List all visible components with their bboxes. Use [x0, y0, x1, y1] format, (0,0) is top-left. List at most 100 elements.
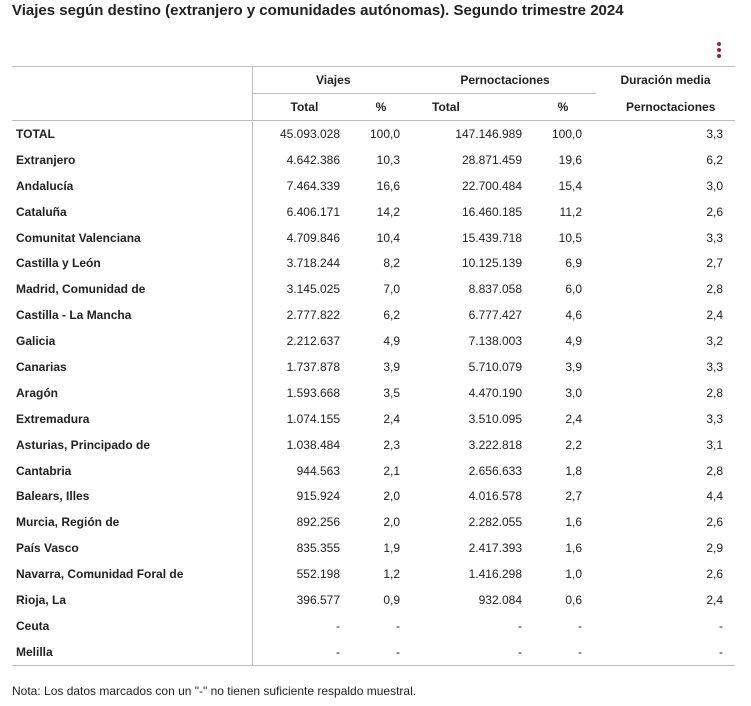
cell-pern-pct: 1,8	[565, 463, 583, 478]
cell-duracion: 2,4	[706, 308, 724, 323]
cell-pern-pct: 1,0	[565, 567, 583, 582]
row-label: Extremadura	[12, 405, 253, 432]
cell-pern-total: 3.510.095	[468, 411, 523, 426]
cell-pern-pct: 6,9	[565, 256, 583, 271]
cell-viajes-total: 4.709.846	[286, 230, 340, 245]
table-row: Aragón 1.593.668 3,5 4.470.190 3,0 2,8	[12, 379, 735, 406]
cell-pern-pct: 3,9	[565, 359, 583, 374]
cell-viajes-total: 892.256	[296, 515, 340, 530]
cell-pern-total: 22.700.484	[461, 178, 523, 193]
cell-pern-total: 4.470.190	[468, 385, 523, 400]
sub-header-pern-pct: %	[530, 93, 597, 121]
row-label: TOTAL	[12, 120, 253, 147]
cell-pern-pct: 2,4	[565, 411, 583, 426]
cell-viajes-pct: 1,9	[383, 541, 401, 556]
footnote: Nota: Los datos marcados con un "-" no t…	[12, 684, 417, 698]
row-label: Castilla - La Mancha	[12, 302, 253, 329]
cell-pern-pct: 2,7	[565, 489, 583, 504]
cell-pern-total: 2.282.055	[468, 515, 523, 530]
cell-pern-pct: 4,6	[565, 308, 583, 323]
row-label: Aragón	[12, 379, 253, 406]
cell-duracion: 3,3	[706, 230, 724, 245]
cell-viajes-total: -	[336, 618, 340, 633]
cell-pern-pct: -	[578, 618, 583, 633]
cell-viajes-pct: 100,0	[369, 126, 401, 141]
cell-viajes-pct: 2,3	[383, 437, 401, 452]
cell-viajes-total: 2.777.822	[286, 308, 340, 323]
row-label: Madrid, Comunidad de	[12, 276, 253, 303]
cell-viajes-pct: 2,4	[383, 411, 401, 426]
cell-pern-total: -	[518, 618, 523, 633]
cell-pern-pct: 11,2	[559, 204, 583, 219]
cell-viajes-pct: 7,0	[383, 282, 401, 297]
cell-duracion: 2,6	[706, 204, 724, 219]
table-row: Castilla - La Mancha 2.777.822 6,2 6.777.42…	[12, 302, 735, 329]
cell-pern-total: 16.460.185	[461, 204, 523, 219]
row-label: Galicia	[12, 328, 253, 355]
cell-pern-pct: 10,5	[558, 230, 583, 245]
cell-viajes-pct: -	[396, 618, 401, 633]
cell-pern-pct: 6,0	[565, 282, 583, 297]
cell-duracion: 3,2	[706, 334, 724, 349]
cell-pern-total: 10.125.139	[461, 256, 523, 271]
cell-pern-total: -	[414, 638, 531, 666]
cell-viajes-pct: 6,2	[383, 308, 401, 323]
cell-duracion: 3,3	[706, 411, 724, 426]
sub-header-dur-pernoctaciones: Pernoctaciones	[596, 93, 736, 121]
cell-pern-pct: 15,4	[558, 178, 583, 193]
table-row: Madrid, Comunidad de 3.145.025 7,0 8.837.05…	[12, 276, 735, 303]
cell-pern-total: 28.871.459	[461, 152, 523, 167]
row-label: Comunitat Valenciana	[12, 224, 253, 251]
cell-viajes-pct: 10,3	[376, 152, 401, 167]
cell-viajes-total: 396.577	[296, 592, 340, 607]
table-row: Balears, Illes 915.924 2,0 4.016.578 2,7 4,4	[12, 483, 735, 510]
cell-pern-pct: 1,6	[565, 541, 583, 556]
row-label: Balears, Illes	[12, 483, 253, 510]
row-label: Rioja, La	[12, 587, 253, 613]
sub-header-empty-cell	[12, 93, 253, 121]
cell-viajes-total: 2.212.637	[286, 334, 340, 349]
cell-viajes-total: 7.464.339	[286, 178, 340, 193]
cell-viajes-total: 1.593.668	[286, 385, 340, 400]
table-row: Ceuta - - - - -	[12, 612, 735, 639]
cell-pern-pct: 2,2	[565, 437, 583, 452]
cell-viajes-total: 6.406.171	[286, 204, 340, 219]
table-row: Galicia 2.212.637 4,9 7.138.003 4,9 3,2	[12, 328, 735, 355]
cell-duracion: 3,3	[706, 359, 724, 374]
sub-header-viajes-pct: %	[348, 93, 415, 121]
cell-pern-total: 147.146.989	[455, 126, 523, 141]
kebab-vertical-icon[interactable]	[714, 42, 724, 58]
row-label: Canarias	[12, 354, 253, 380]
row-label: Castilla y León	[12, 250, 253, 277]
cell-viajes-pct: 8,2	[383, 256, 401, 271]
cell-viajes-total: 1.038.484	[286, 437, 340, 452]
cell-pern-pct: 3,0	[565, 385, 583, 400]
cell-duracion: 2,7	[706, 256, 724, 271]
row-label: Andalucía	[12, 172, 253, 199]
table-row: Extremadura 1.074.155 2,4 3.510.095 2,4 3,3	[12, 405, 735, 432]
cell-viajes-pct: 2,0	[383, 489, 401, 504]
table-row: Cataluña 6.406.171 14,2 16.460.185 11,2 2,6	[12, 198, 735, 225]
header-empty-cell	[12, 66, 253, 94]
sub-header-viajes-total: Total	[252, 93, 348, 121]
header-pernoctaciones: Pernoctaciones	[414, 66, 597, 94]
table-row: País Vasco 835.355 1,9 2.417.393 1,6 2,9	[12, 535, 735, 562]
row-label: Ceuta	[12, 612, 253, 639]
table-row: Castilla y León 3.718.244 8,2 10.125.139 6,9…	[12, 250, 735, 277]
cell-duracion: 3,0	[706, 178, 724, 193]
cell-viajes-total: 3.718.244	[286, 256, 340, 271]
cell-viajes-total: 4.642.386	[286, 152, 340, 167]
cell-viajes-total: 1.737.878	[286, 359, 340, 374]
cell-duracion: 2,8	[706, 385, 724, 400]
cell-pern-pct: 0,6	[565, 592, 583, 607]
cell-pern-pct: 4,9	[565, 334, 583, 349]
row-label: Murcia, Región de	[12, 509, 253, 536]
cell-duracion: 4,4	[706, 489, 724, 504]
cell-pern-total: 15.439.718	[461, 230, 523, 245]
cell-pern-pct: 100,0	[551, 126, 583, 141]
cell-viajes-pct: 2,1	[383, 463, 401, 478]
data-table: Viajes Pernoctaciones Duración media Tot…	[12, 66, 736, 666]
cell-duracion: -	[719, 618, 724, 633]
cell-viajes-pct: 2,0	[383, 515, 401, 530]
row-label: Navarra, Comunidad Foral de	[12, 561, 253, 588]
